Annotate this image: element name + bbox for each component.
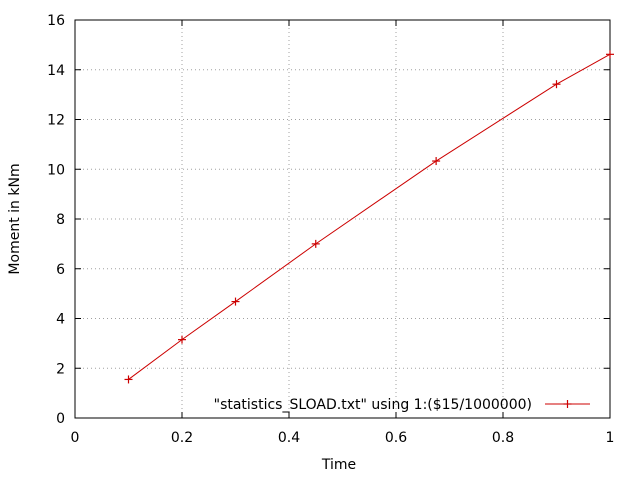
y-tick-label: 12 bbox=[47, 113, 65, 129]
legend: "statistics_SLOAD.txt" using 1:($15/1000… bbox=[214, 397, 590, 413]
data-point bbox=[606, 50, 614, 59]
data-point bbox=[178, 335, 186, 344]
legend-marker bbox=[563, 400, 572, 408]
y-tick-label: 8 bbox=[56, 212, 65, 228]
x-tick-label: 0.4 bbox=[278, 430, 300, 446]
y-tick-label: 0 bbox=[56, 411, 65, 427]
y-tick-label: 14 bbox=[47, 63, 65, 79]
grid bbox=[75, 20, 610, 418]
data-point bbox=[231, 297, 240, 306]
y-tick-label: 16 bbox=[47, 13, 65, 29]
x-tick-label: 0.2 bbox=[171, 430, 193, 446]
data-point bbox=[124, 375, 133, 384]
series-group bbox=[124, 50, 614, 384]
y-tick-label: 4 bbox=[56, 312, 65, 328]
y-axis-label: Moment in kNm bbox=[7, 163, 23, 274]
y-tick-label: 6 bbox=[56, 262, 65, 278]
series-line bbox=[128, 53, 611, 380]
data-point bbox=[311, 239, 320, 248]
data-point bbox=[432, 157, 441, 166]
legend-marker-plus bbox=[563, 400, 572, 408]
x-tick-label: 1 bbox=[606, 430, 615, 446]
y-tick-label: 2 bbox=[56, 361, 65, 377]
x-axis-label: Time bbox=[321, 457, 356, 473]
x-tick-label: 0 bbox=[71, 430, 80, 446]
y-tick-label: 10 bbox=[47, 162, 65, 178]
x-tick-label: 0.6 bbox=[385, 430, 407, 446]
data-point bbox=[552, 80, 561, 89]
x-tick-label: 0.8 bbox=[492, 430, 514, 446]
legend-entry-label: "statistics_SLOAD.txt" using 1:($15/1000… bbox=[214, 397, 532, 413]
